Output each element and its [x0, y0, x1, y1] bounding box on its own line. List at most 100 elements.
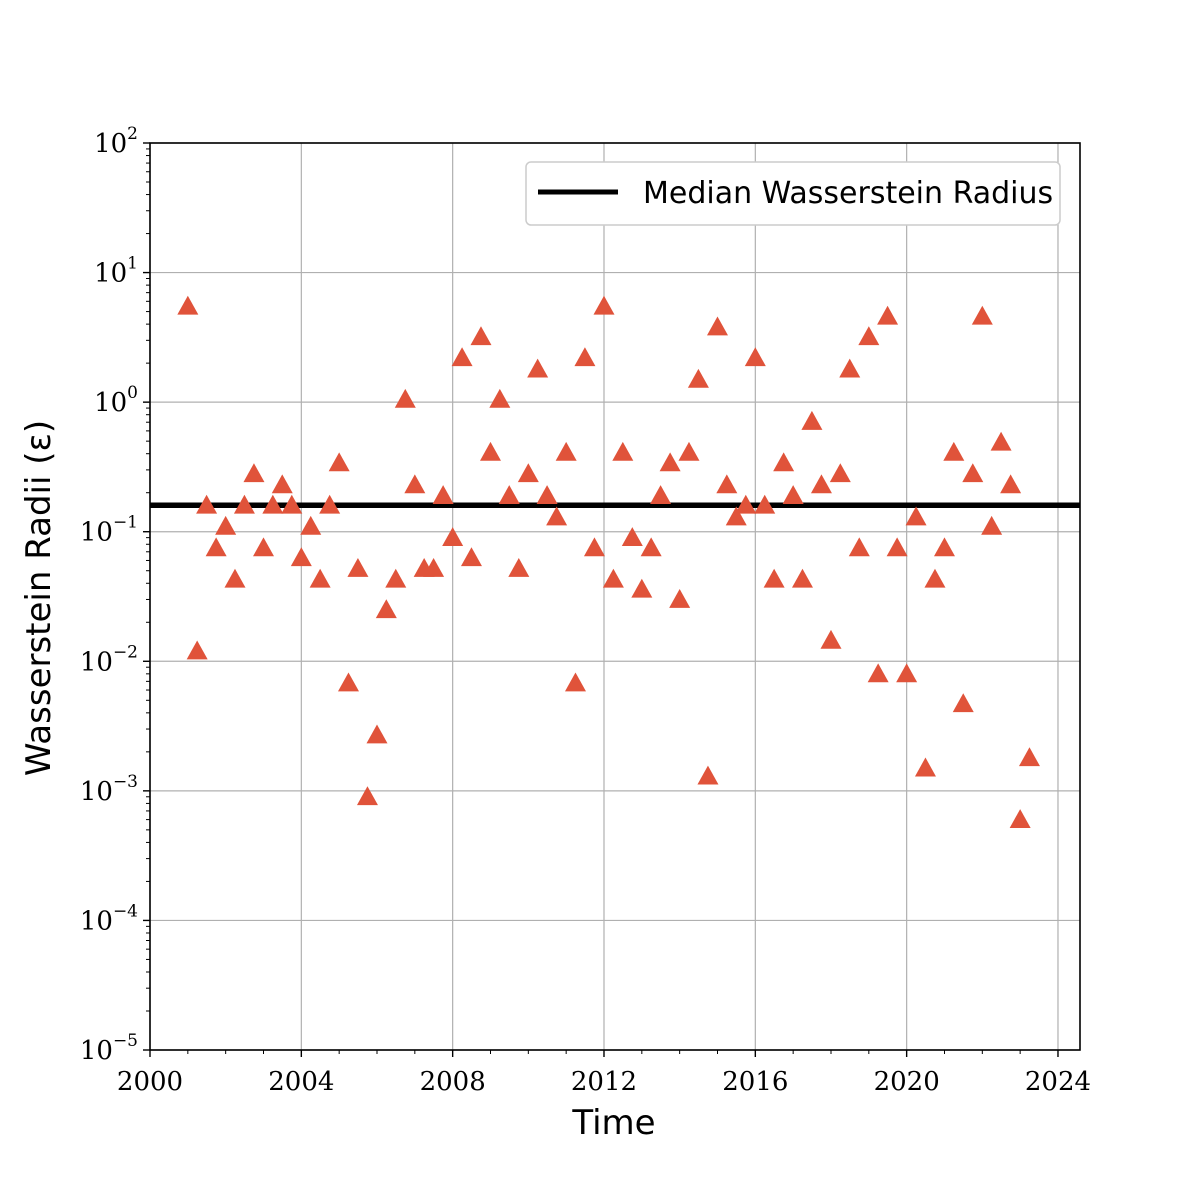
data-point [820, 629, 842, 649]
x-tick-label: 2012 [571, 1067, 637, 1097]
data-point [602, 568, 624, 588]
legend-box [525, 161, 1061, 226]
data-point [564, 672, 586, 692]
data-point [574, 347, 596, 367]
data-point [810, 474, 832, 494]
data-point [271, 474, 293, 494]
data-point [650, 485, 672, 504]
x-tick-label: 2020 [874, 1067, 940, 1097]
data-point [451, 347, 473, 367]
y-tick-label: 10−1 [80, 513, 138, 548]
data-point [905, 506, 927, 526]
data-point [404, 474, 426, 494]
data-point [744, 347, 766, 367]
data-point [593, 295, 615, 315]
tick-labels: 2000 2004 2008 2012 2016 2020 2024 10−5 10−4 10−3… [80, 124, 1091, 1097]
data-point [186, 640, 208, 660]
data-point [754, 494, 776, 514]
x-tick-label: 2016 [722, 1067, 788, 1097]
data-point [1018, 747, 1040, 767]
data-point [196, 494, 218, 514]
data-point [460, 547, 482, 567]
data-point [243, 463, 265, 483]
data-point [706, 316, 728, 336]
data-point [546, 506, 568, 526]
data-point [914, 757, 936, 777]
data-point [697, 765, 719, 785]
data-point [839, 358, 861, 378]
data-point [669, 588, 691, 608]
data-point [612, 441, 634, 461]
data-point [829, 463, 851, 483]
data-point [886, 537, 908, 557]
y-tick-label: 102 [94, 124, 138, 159]
data-point [205, 537, 227, 557]
plot-frame [149, 142, 1081, 1051]
data-point [867, 663, 889, 683]
data-point [337, 672, 359, 692]
data-point [782, 485, 804, 504]
y-tick-label: 10−5 [80, 1031, 138, 1066]
data-point [328, 452, 350, 472]
x-axis-title: Time [571, 1103, 655, 1143]
data-point [791, 568, 813, 588]
data-point [470, 326, 492, 346]
data-point [725, 506, 747, 526]
data-point [924, 568, 946, 588]
y-tick-label: 101 [94, 254, 138, 289]
y-axis-title: Wasserstein Radii (ε) [19, 420, 59, 776]
data-point [432, 485, 454, 504]
data-point [621, 527, 643, 547]
y-tick-label: 10−4 [80, 901, 138, 936]
data-point [962, 463, 984, 483]
data-point [659, 452, 681, 472]
legend: Median Wasserstein Radius [525, 161, 1061, 226]
data-point [375, 599, 397, 619]
legend-median-label: Median Wasserstein Radius [643, 176, 1053, 211]
data-point [489, 388, 511, 408]
data-point [233, 494, 255, 514]
data-point [952, 693, 974, 713]
data-point [224, 568, 246, 588]
data-point [366, 724, 388, 744]
data-point [290, 547, 312, 567]
y-tick-label: 100 [94, 383, 138, 418]
data-point [687, 368, 709, 388]
data-point [896, 663, 918, 683]
data-point [262, 494, 284, 514]
data-point [479, 441, 501, 461]
data-point [801, 410, 823, 430]
data-point [773, 452, 795, 472]
data-point [943, 441, 965, 461]
data-point [1000, 474, 1022, 494]
data-point [640, 537, 662, 557]
data-point [252, 537, 274, 557]
data-point [385, 568, 407, 588]
x-tick-label: 2000 [117, 1067, 183, 1097]
data-point [423, 558, 445, 577]
scatter-series [177, 295, 1040, 829]
data-point [716, 474, 738, 494]
data-point [678, 441, 700, 461]
data-point [981, 515, 1003, 535]
data-point [583, 537, 605, 557]
data-point [763, 568, 785, 588]
data-point [735, 494, 757, 514]
axis-ticks [143, 142, 1059, 1057]
data-point [215, 515, 237, 535]
data-point [527, 358, 549, 378]
data-point [877, 305, 899, 325]
data-point [517, 463, 539, 483]
data-point [508, 558, 530, 577]
data-point [971, 305, 993, 325]
data-point [498, 485, 520, 504]
data-point [1009, 809, 1031, 829]
data-point [990, 431, 1012, 451]
data-point [347, 558, 369, 577]
y-tick-label: 10−3 [80, 772, 138, 807]
x-tick-label: 2004 [268, 1067, 334, 1097]
data-point [536, 485, 558, 504]
data-point [631, 578, 653, 598]
data-point [281, 494, 303, 514]
